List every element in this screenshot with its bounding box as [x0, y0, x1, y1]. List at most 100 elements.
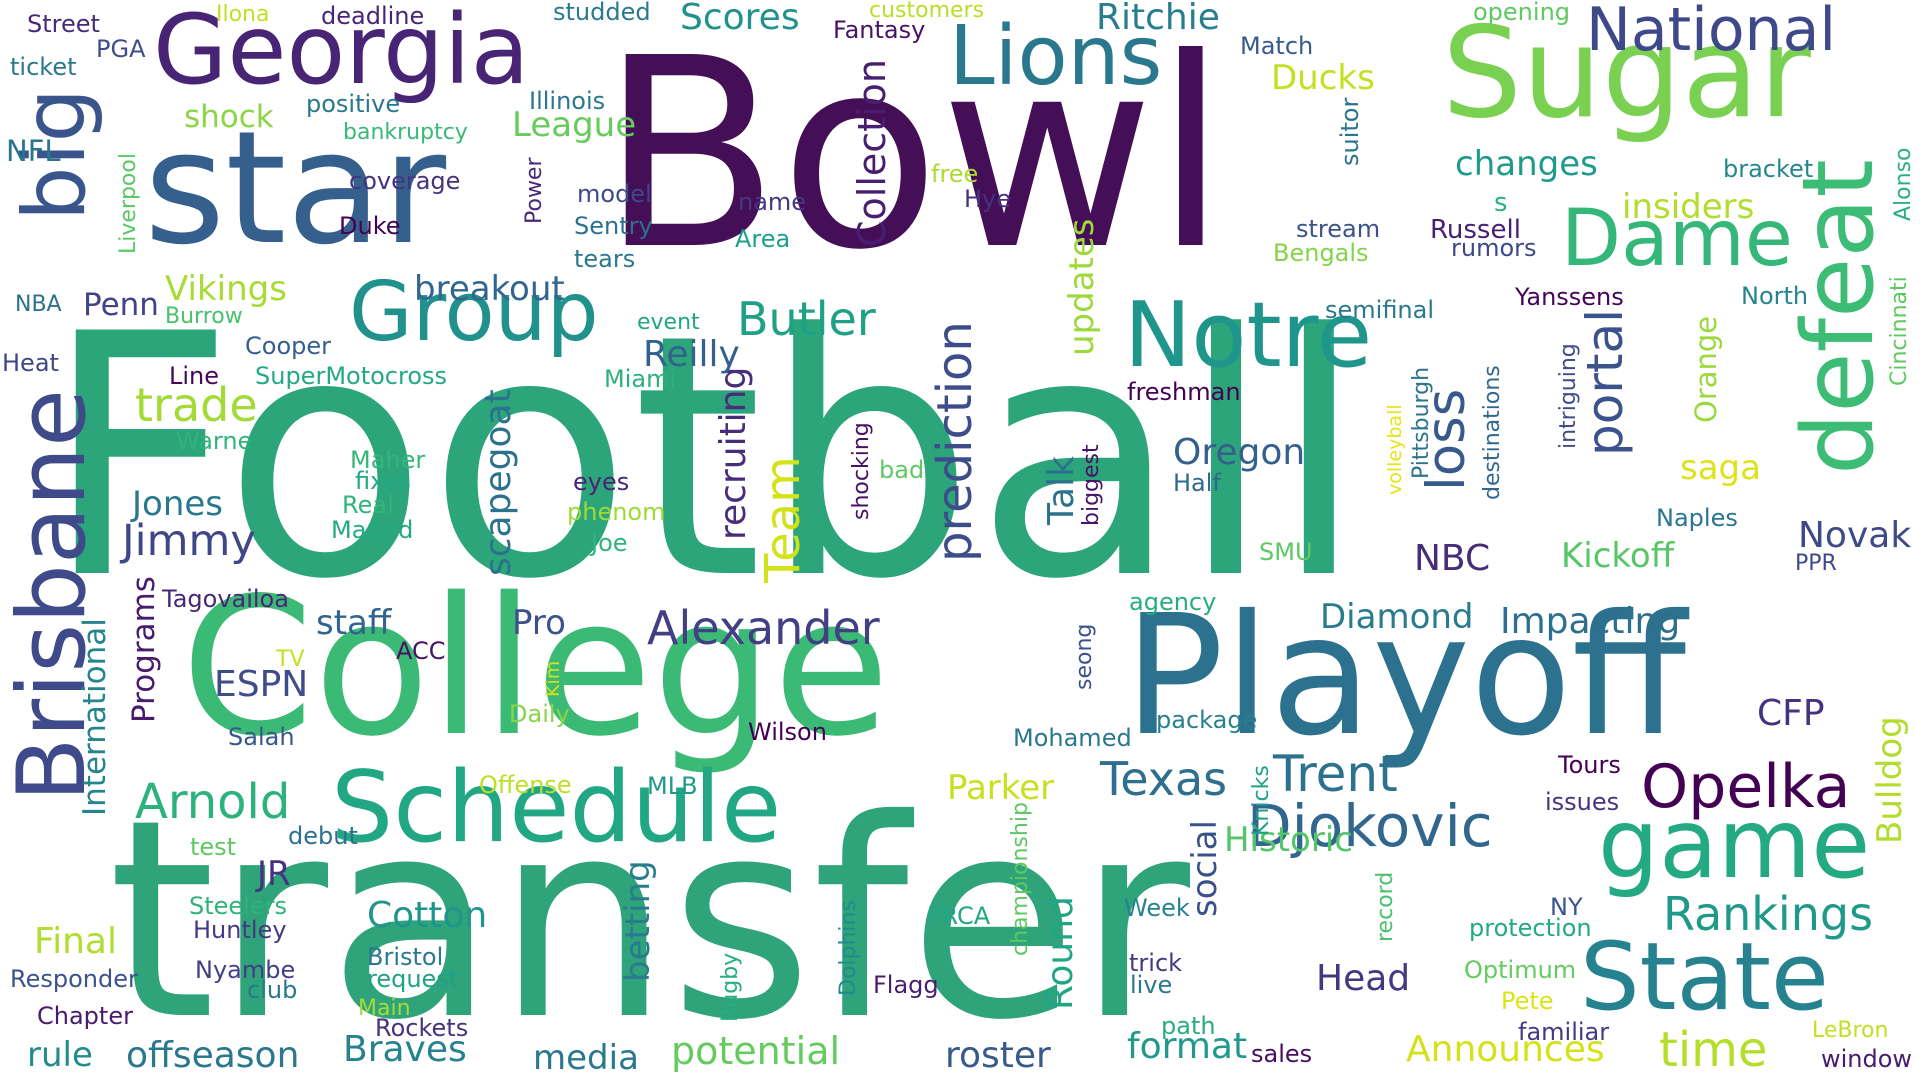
word-fixes: fixes	[355, 467, 411, 495]
word-bad: bad	[879, 456, 925, 484]
word-georgia: Georgia	[153, 0, 530, 106]
word-national: National	[1586, 0, 1837, 65]
word-responder: Responder	[10, 965, 138, 993]
word-schedule: Schedule	[331, 751, 782, 865]
word-ppr: PPR	[1795, 551, 1837, 576]
word-studded: studded	[553, 0, 651, 26]
word-model: model	[577, 180, 652, 208]
word-cincinnati: Cincinnati	[1887, 276, 1912, 386]
word-kim: Kim	[542, 660, 564, 697]
word-customers: customers	[869, 0, 985, 23]
word-team: Team	[755, 456, 811, 583]
word-scapegoat: scapegoat	[478, 389, 519, 576]
word-pga: PGA	[96, 35, 146, 63]
word-match: Match	[1240, 32, 1314, 60]
word-heat: Heat	[2, 349, 59, 377]
word-prediction: prediction	[927, 321, 983, 562]
word-record: record	[1373, 871, 1398, 942]
word-espn: ESPN	[214, 664, 309, 705]
word-hye: Hye	[964, 185, 1012, 213]
word-playoff: Playoff	[1124, 580, 1687, 773]
word-rockets: Rockets	[375, 1014, 469, 1042]
word-star: star	[144, 97, 447, 279]
word-miami: Miami	[604, 365, 677, 393]
word-vikings: Vikings	[165, 269, 287, 309]
word-notre: Notre	[1124, 283, 1373, 388]
word-scores: Scores	[680, 0, 800, 38]
word-cfp: CFP	[1757, 693, 1825, 734]
word-ticket: ticket	[10, 53, 77, 81]
word-joe: Joe	[591, 529, 628, 557]
word-familiar: familiar	[1518, 1018, 1610, 1046]
word-flagg: Flagg	[873, 971, 939, 999]
word-bowl: Bowl	[600, 2, 1228, 307]
word-rule: rule	[27, 1035, 93, 1075]
word-texas: Texas	[1100, 752, 1228, 806]
word-rumors: rumors	[1451, 234, 1537, 262]
word-event: event	[637, 310, 700, 335]
word-opelka: Opelka	[1641, 752, 1851, 822]
word-ritchie: Ritchie	[1096, 0, 1220, 38]
word-prca: PRCA	[927, 902, 991, 930]
word-opening: opening	[1473, 0, 1571, 26]
word-butler: Butler	[737, 292, 876, 346]
word-talk: Talk	[1041, 456, 1082, 525]
word-announces: Announces	[1406, 1029, 1605, 1070]
word-alonso: Alonso	[1891, 147, 1916, 222]
word-betting: betting	[618, 860, 658, 982]
word-duke: Duke	[339, 212, 401, 240]
word-head: Head	[1316, 958, 1411, 999]
word-college: College	[181, 557, 890, 778]
word-lebron: LeBron	[1812, 1018, 1889, 1043]
word-impacting: Impacting	[1500, 601, 1681, 642]
word-sentry: Sentry	[574, 212, 653, 240]
word-pittsburgh: Pittsburgh	[1409, 366, 1434, 479]
word-knicks: Knicks	[1249, 765, 1274, 836]
word-historic: Historic	[1224, 820, 1353, 860]
word-shock: shock	[184, 99, 274, 135]
word-issues: issues	[1545, 788, 1620, 816]
word-pro: Pro	[512, 603, 566, 643]
word-ducks: Ducks	[1271, 58, 1375, 98]
word-huntley: Huntley	[193, 916, 287, 944]
word-nba: NBA	[15, 292, 62, 317]
word-tours: Tours	[1558, 751, 1621, 779]
word-transfer: transfer	[108, 761, 1191, 1080]
word-rugby: Rugby	[718, 952, 743, 1022]
word-eyes: eyes	[573, 468, 630, 496]
word-destinations: destinations	[1480, 365, 1505, 500]
word-bankruptcy: bankruptcy	[343, 120, 468, 145]
word-portal: portal	[1576, 308, 1634, 456]
word-salah: Salah	[228, 723, 295, 751]
word-penn: Penn	[83, 287, 159, 323]
word-insiders: insiders	[1622, 187, 1755, 227]
word-bulldog: Bulldog	[1870, 716, 1910, 844]
word-alexander: Alexander	[647, 601, 880, 655]
word-staff: staff	[316, 603, 392, 643]
word-defeat: defeat	[1782, 159, 1896, 475]
word-supermotocross: SuperMotocross	[255, 362, 448, 390]
word-optimum: Optimum	[1464, 956, 1577, 984]
word-acc: ACC	[396, 637, 446, 665]
word-oregon: Oregon	[1173, 432, 1306, 473]
word-volleyball: volleyball	[1384, 404, 1406, 495]
word-offense: Offense	[479, 771, 572, 799]
word-ny: NY	[1550, 893, 1583, 921]
word-final: Final	[34, 921, 117, 962]
word-cooper: Cooper	[245, 332, 331, 360]
word-collection: Collection	[850, 59, 894, 247]
word-seong: seong	[1072, 623, 1097, 690]
word-path: path	[1161, 1012, 1216, 1040]
word-pete: Pete	[1501, 987, 1554, 1015]
word-window: window	[1821, 1045, 1913, 1073]
word-bracket: bracket	[1723, 155, 1814, 183]
word-parker: Parker	[947, 768, 1055, 808]
word-djokovic: Djokovic	[1247, 792, 1493, 860]
word-illinois: Illinois	[529, 87, 606, 115]
word-orange: Orange	[1689, 315, 1723, 423]
word-naples: Naples	[1656, 504, 1738, 532]
word-maher: Maher	[350, 446, 426, 474]
word-debut: debut	[288, 822, 358, 850]
word-dame: Dame	[1561, 194, 1793, 284]
word-yanssens: Yanssens	[1515, 283, 1624, 311]
